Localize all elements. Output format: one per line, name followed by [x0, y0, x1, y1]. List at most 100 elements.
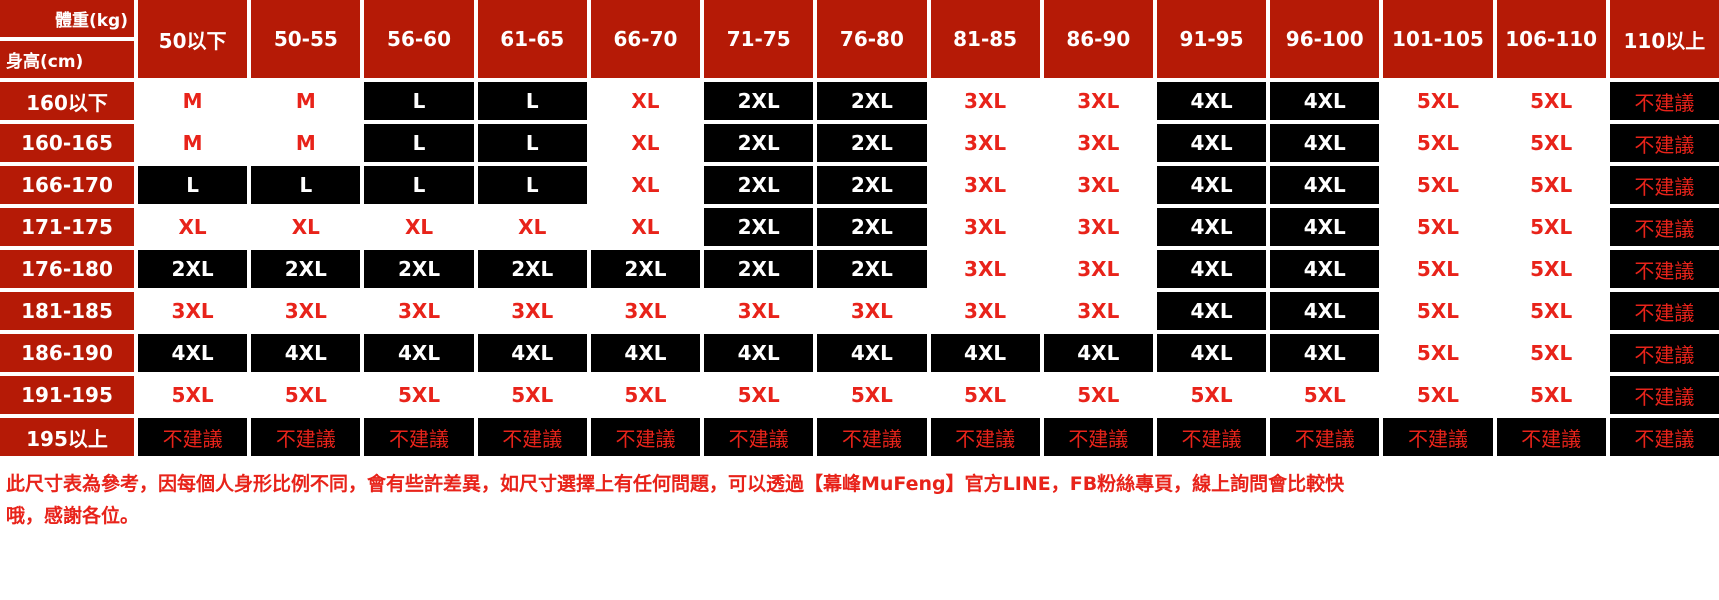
weight-column-header: 66-70 — [590, 0, 701, 78]
size-cell: 5XL — [817, 376, 927, 414]
height-row-header: 166-170 — [0, 166, 134, 204]
size-cell: 3XL — [1043, 124, 1153, 162]
height-row-header: 186-190 — [0, 334, 134, 372]
size-cell: 4XL — [1156, 250, 1267, 288]
size-cell: 5XL — [1496, 292, 1606, 330]
size-cell: 5XL — [1270, 376, 1380, 414]
size-cell: 不建議 — [138, 418, 248, 456]
size-cell: 不建議 — [590, 418, 701, 456]
size-cell: 4XL — [930, 334, 1040, 372]
size-cell: 4XL — [817, 334, 927, 372]
note-line-1: 此尺寸表為參考，因每個人身形比例不同，會有些許差異，如尺寸選擇上有任何問題，可以… — [6, 473, 1345, 495]
weight-column-header: 86-90 — [1043, 0, 1153, 78]
weight-column-header: 101-105 — [1383, 0, 1493, 78]
size-cell: 3XL — [138, 292, 248, 330]
size-cell: 5XL — [1383, 208, 1493, 246]
note-line-2: 哦，感謝各位。 — [6, 505, 140, 527]
size-cell: 2XL — [817, 166, 927, 204]
size-cell: 5XL — [1496, 82, 1606, 120]
size-cell: 3XL — [251, 292, 361, 330]
size-cell: 3XL — [930, 166, 1040, 204]
size-cell: L — [138, 166, 248, 204]
size-cell: 5XL — [1496, 166, 1606, 204]
size-cell: M — [251, 124, 361, 162]
size-cell: 3XL — [364, 292, 474, 330]
size-cell: 2XL — [704, 208, 814, 246]
weight-column-header: 76-80 — [817, 0, 927, 78]
size-cell: 2XL — [817, 82, 927, 120]
size-cell: 2XL — [590, 250, 701, 288]
size-cell: XL — [590, 166, 701, 204]
weight-column-header: 71-75 — [704, 0, 814, 78]
size-cell: XL — [364, 208, 474, 246]
size-cell: 不建議 — [1609, 250, 1719, 288]
size-cell: 2XL — [704, 250, 814, 288]
size-cell: 4XL — [1043, 334, 1153, 372]
size-cell: L — [364, 124, 474, 162]
size-cell: 3XL — [930, 82, 1040, 120]
size-cell: 不建議 — [1609, 292, 1719, 330]
size-cell: 不建議 — [704, 418, 814, 456]
size-cell: L — [477, 166, 587, 204]
size-cell: 5XL — [1156, 376, 1267, 414]
size-cell: 5XL — [1043, 376, 1153, 414]
size-cell: 2XL — [817, 124, 927, 162]
corner-header: 體重(kg) 身高(cm) — [0, 0, 134, 78]
size-cell: XL — [138, 208, 248, 246]
weight-column-header: 50以下 — [138, 0, 248, 78]
height-row-header: 171-175 — [0, 208, 134, 246]
size-cell: 4XL — [477, 334, 587, 372]
weight-column-header: 61-65 — [477, 0, 587, 78]
size-chart-table: 體重(kg) 身高(cm) 50以下 50-55 56-60 61-65 66-70 71… — [0, 0, 1719, 456]
height-row-header: 176-180 — [0, 250, 134, 288]
size-cell: 4XL — [1270, 166, 1380, 204]
size-cell: 4XL — [138, 334, 248, 372]
size-cell: 不建議 — [930, 418, 1040, 456]
size-cell: 不建議 — [1609, 208, 1719, 246]
weight-column-header: 56-60 — [364, 0, 474, 78]
size-cell: 不建議 — [251, 418, 361, 456]
weight-column-header: 110以上 — [1609, 0, 1719, 78]
size-cell: 3XL — [1043, 250, 1153, 288]
size-cell: 3XL — [930, 292, 1040, 330]
size-cell: 5XL — [1383, 166, 1493, 204]
size-cell: 5XL — [1383, 124, 1493, 162]
weight-column-header: 91-95 — [1156, 0, 1267, 78]
size-cell: 不建議 — [817, 418, 927, 456]
size-cell: 4XL — [1156, 208, 1267, 246]
size-cell: 2XL — [817, 250, 927, 288]
size-cell: 4XL — [1270, 208, 1380, 246]
size-cell: 不建議 — [364, 418, 474, 456]
size-cell: 2XL — [704, 124, 814, 162]
height-row-header: 160-165 — [0, 124, 134, 162]
size-cell: 不建議 — [1609, 334, 1719, 372]
size-cell: 2XL — [477, 250, 587, 288]
size-cell: 5XL — [930, 376, 1040, 414]
size-cell: 5XL — [477, 376, 587, 414]
size-cell: 4XL — [1156, 124, 1267, 162]
size-cell: 4XL — [1156, 334, 1267, 372]
size-cell: 5XL — [364, 376, 474, 414]
height-row-header: 195以上 — [0, 418, 134, 456]
size-cell: 3XL — [930, 208, 1040, 246]
size-cell: M — [251, 82, 361, 120]
size-cell: 5XL — [1383, 250, 1493, 288]
size-cell: L — [477, 82, 587, 120]
size-cell: 不建議 — [1609, 82, 1719, 120]
size-cell: 3XL — [1043, 82, 1153, 120]
size-cell: 3XL — [817, 292, 927, 330]
size-cell: 4XL — [364, 334, 474, 372]
size-cell: 不建議 — [1043, 418, 1153, 456]
weight-column-header: 50-55 — [251, 0, 361, 78]
size-cell: 5XL — [704, 376, 814, 414]
size-cell: 5XL — [1383, 292, 1493, 330]
size-cell: 3XL — [1043, 166, 1153, 204]
size-cell: 不建議 — [477, 418, 587, 456]
size-cell: 5XL — [1496, 376, 1606, 414]
size-cell: 2XL — [704, 82, 814, 120]
height-row-header: 191-195 — [0, 376, 134, 414]
size-cell: 5XL — [1383, 376, 1493, 414]
size-cell: 3XL — [590, 292, 701, 330]
height-row-header: 181-185 — [0, 292, 134, 330]
size-cell: XL — [477, 208, 587, 246]
